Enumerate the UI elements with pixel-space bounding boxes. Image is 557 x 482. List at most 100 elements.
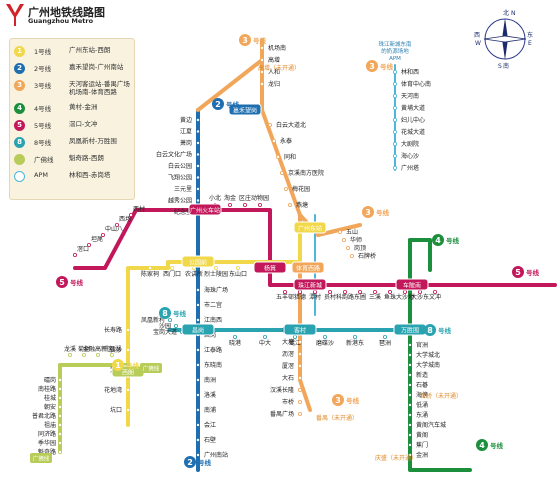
construction-note: 番禺（未开通） bbox=[316, 414, 358, 422]
station-marker bbox=[195, 347, 200, 352]
line-tag-label: 号线 bbox=[346, 396, 360, 405]
station-label: 华师 bbox=[350, 236, 362, 244]
station-label: 宝岗大道 bbox=[153, 328, 177, 336]
line-tag-label: 号线 bbox=[438, 326, 452, 335]
legend-line-marker: 1 bbox=[14, 46, 25, 57]
station-label: 菊树 bbox=[78, 345, 90, 353]
legend-line-name: 广佛线 bbox=[34, 156, 54, 164]
station-marker bbox=[195, 422, 200, 427]
station-marker bbox=[392, 165, 397, 170]
station-marker bbox=[115, 222, 120, 227]
interchange-guangzhou-east bbox=[293, 221, 327, 234]
station-label: 淘金 bbox=[224, 194, 236, 202]
interchange-gongyuanqian bbox=[181, 255, 215, 268]
station-marker bbox=[407, 352, 412, 357]
line-tag-label: 号线 bbox=[173, 309, 187, 318]
station-label: 石壁 bbox=[204, 436, 216, 444]
legend-row: 3 3号线 天河客运站-番禺广场 机场南-体育西路 bbox=[14, 79, 132, 96]
interchange-xilang-label: 西朗 bbox=[122, 369, 134, 377]
interchange-tiyu-xilu-label: 体育西路 bbox=[296, 265, 320, 273]
station-marker bbox=[68, 352, 73, 357]
station-label: 黄阁汽车城 bbox=[416, 421, 446, 429]
legend-row: 1 1号线 广州东站-西朗 bbox=[14, 45, 132, 59]
station-marker bbox=[259, 46, 264, 51]
line-tag-marker bbox=[332, 394, 344, 406]
station-marker bbox=[297, 411, 302, 416]
station-marker bbox=[392, 129, 397, 134]
station-marker bbox=[195, 392, 200, 397]
station-marker bbox=[407, 402, 412, 407]
line-1-route bbox=[126, 230, 302, 427]
station-marker bbox=[392, 153, 397, 158]
station-label: 白云文化广场 bbox=[156, 151, 192, 159]
station-marker bbox=[407, 452, 412, 457]
station-label: 新造 bbox=[416, 371, 428, 379]
station-marker bbox=[195, 129, 200, 134]
station-marker bbox=[279, 170, 284, 175]
station-marker bbox=[126, 387, 131, 392]
station-label: 龙溪 bbox=[64, 345, 76, 353]
legend-line-name: 3号线 bbox=[34, 82, 52, 90]
station-marker bbox=[432, 289, 437, 294]
map-subtitle: Guangzhou Metro bbox=[28, 17, 94, 25]
station-marker bbox=[58, 395, 63, 400]
station-label: 朝安 bbox=[44, 403, 56, 411]
station-label: 鹭江 bbox=[289, 339, 301, 347]
station-marker bbox=[195, 302, 200, 307]
interchange-changgang bbox=[181, 323, 215, 336]
legend-row: APM 林和西-赤岗塔 bbox=[14, 170, 132, 184]
line-tag-marker bbox=[512, 266, 524, 278]
legend-line-marker: 4 bbox=[14, 103, 25, 114]
station-marker bbox=[407, 372, 412, 377]
station-marker bbox=[126, 347, 131, 352]
legend-line-route: 魁奇路-西朗 bbox=[69, 154, 104, 162]
station-label: 南浦 bbox=[204, 406, 216, 414]
line-tag-number: 8 bbox=[427, 326, 433, 335]
line-tag-label: 号线 bbox=[70, 278, 84, 287]
station-marker bbox=[297, 363, 302, 368]
line-tag-label: 号线 bbox=[126, 361, 140, 370]
station-label: 大沙地 bbox=[396, 293, 414, 301]
station-marker bbox=[195, 407, 200, 412]
station-marker bbox=[101, 232, 106, 237]
station-label: 南桂路 bbox=[38, 385, 56, 393]
construction-note: 官桥（未开通） bbox=[420, 392, 462, 400]
interchange-yangji-label: 杨箕 bbox=[264, 265, 276, 273]
station-label: 普君北路 bbox=[32, 412, 56, 420]
station-label: 动物园 bbox=[251, 194, 269, 202]
line-tag-number: 3 bbox=[365, 208, 371, 217]
map-header: 广州地铁线路图 Guangzhou Metro bbox=[4, 3, 124, 29]
station-marker bbox=[195, 163, 200, 168]
station-label: 石碁 bbox=[416, 381, 428, 389]
station-label: 花城大道 bbox=[401, 128, 425, 136]
station-label: 燕塘 bbox=[296, 201, 308, 209]
station-label: 农讲所 bbox=[185, 270, 203, 278]
legend-line-route: 黄村-金洲 bbox=[69, 103, 98, 111]
legend-line-name: APM bbox=[34, 171, 48, 179]
station-marker bbox=[407, 442, 412, 447]
station-marker bbox=[392, 70, 397, 75]
station-marker bbox=[195, 287, 200, 292]
line-4-route bbox=[408, 238, 472, 472]
station-marker bbox=[262, 334, 267, 339]
station-marker bbox=[195, 140, 200, 145]
station-marker bbox=[195, 437, 200, 442]
guangfo-tag-label: 广佛线 bbox=[33, 455, 50, 463]
legend-line-route: 广州东站-西朗 bbox=[69, 46, 111, 54]
station-label: 桂城 bbox=[44, 394, 56, 402]
station-label: 人和 bbox=[268, 68, 280, 76]
station-label: 坦尾 bbox=[91, 235, 103, 243]
legend-line-route: 林和西-赤岗塔 bbox=[69, 171, 111, 179]
line-tag-marker bbox=[184, 456, 196, 468]
station-marker bbox=[337, 229, 342, 234]
legend-row: 广佛线 魁奇路-西朗 bbox=[14, 153, 132, 167]
station-label: 萧岗 bbox=[180, 139, 192, 147]
line-tag-marker bbox=[424, 324, 436, 336]
legend-line-name: 2号线 bbox=[34, 65, 52, 73]
station-label: 低涌 bbox=[416, 401, 428, 409]
station-marker bbox=[407, 382, 412, 387]
interchange-kecun bbox=[283, 323, 317, 336]
station-marker bbox=[242, 202, 247, 207]
interchange-chebei-label: 车陂南 bbox=[403, 282, 421, 290]
legend-line-marker: 2 bbox=[14, 63, 25, 74]
